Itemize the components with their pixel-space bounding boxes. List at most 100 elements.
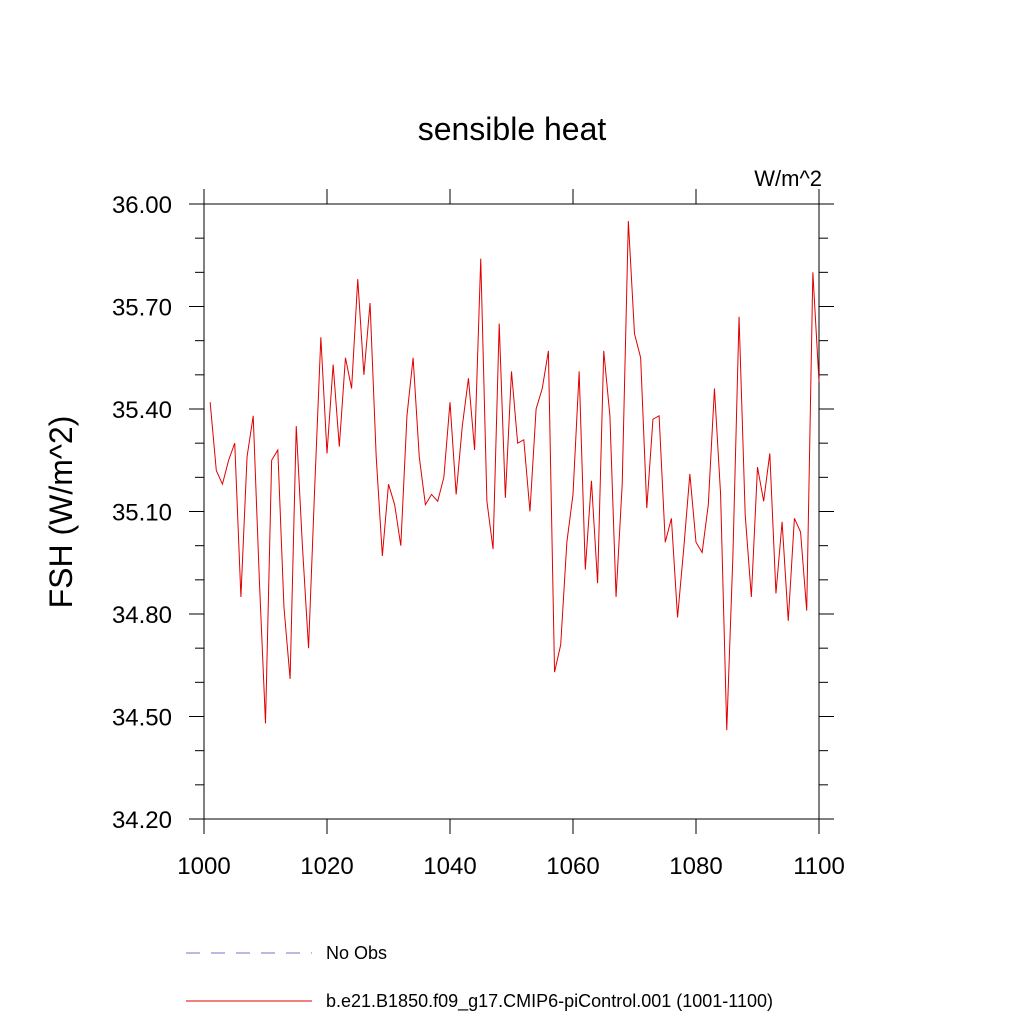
data-point xyxy=(597,583,598,584)
data-point xyxy=(652,419,653,420)
data-point xyxy=(782,521,783,522)
data-point xyxy=(376,456,377,457)
data-point xyxy=(646,508,647,509)
data-point xyxy=(333,364,334,365)
y-tick-label: 34.20 xyxy=(112,807,172,834)
data-point xyxy=(714,388,715,389)
data-point xyxy=(696,542,697,543)
y-tick-label: 34.80 xyxy=(112,602,172,629)
data-point xyxy=(425,504,426,505)
data-point xyxy=(327,453,328,454)
y-tick-label: 35.70 xyxy=(112,295,172,322)
data-point xyxy=(450,402,451,403)
data-point xyxy=(739,316,740,317)
data-point xyxy=(505,497,506,498)
data-point xyxy=(437,501,438,502)
y-tick-label: 34.50 xyxy=(112,705,172,732)
data-point xyxy=(726,730,727,731)
data-point xyxy=(419,456,420,457)
data-point xyxy=(751,596,752,597)
series-line xyxy=(209,221,820,731)
data-point xyxy=(819,381,820,382)
x-tick-label: 1020 xyxy=(300,853,353,880)
y-tick-label: 35.40 xyxy=(112,397,172,424)
data-point xyxy=(757,467,758,468)
data-point xyxy=(345,357,346,358)
data-point xyxy=(775,593,776,594)
data-point xyxy=(456,494,457,495)
data-point xyxy=(573,494,574,495)
data-point xyxy=(370,303,371,304)
data-point xyxy=(794,518,795,519)
data-point xyxy=(529,511,530,512)
x-tick-label: 1000 xyxy=(177,853,230,880)
data-point xyxy=(585,569,586,570)
data-point xyxy=(493,549,494,550)
data-point xyxy=(382,555,383,556)
data-point xyxy=(677,617,678,618)
data-point xyxy=(499,323,500,324)
data-point xyxy=(271,460,272,461)
x-axis-ticks: 1000 1020 1040 1060 1080 1100 xyxy=(177,189,845,880)
data-point xyxy=(339,446,340,447)
data-point xyxy=(800,532,801,533)
data-point xyxy=(732,555,733,556)
data-point xyxy=(542,388,543,389)
data-point xyxy=(603,350,604,351)
legend-label-no-obs: No Obs xyxy=(326,943,387,963)
data-point xyxy=(443,477,444,478)
data-point xyxy=(210,402,211,403)
data-point xyxy=(486,501,487,502)
data-point xyxy=(812,272,813,273)
data-point xyxy=(523,439,524,440)
data-point xyxy=(259,579,260,580)
data-point xyxy=(290,678,291,679)
data-point xyxy=(788,620,789,621)
legend: No Obs b.e21.B1850.f09_g17.CMIP6-piContr… xyxy=(186,943,773,1012)
series-layer xyxy=(209,221,820,731)
data-point xyxy=(394,504,395,505)
x-tick-label: 1080 xyxy=(669,853,722,880)
data-point xyxy=(689,473,690,474)
data-point xyxy=(363,374,364,375)
data-point xyxy=(480,258,481,259)
y-tick-label: 36.00 xyxy=(112,192,172,219)
x-tick-label: 1100 xyxy=(793,853,845,880)
x-tick-label: 1060 xyxy=(546,853,599,880)
data-point xyxy=(474,450,475,451)
data-point xyxy=(277,450,278,451)
data-point xyxy=(296,426,297,427)
data-point xyxy=(628,221,629,222)
data-point xyxy=(228,460,229,461)
data-point xyxy=(560,644,561,645)
data-point xyxy=(683,549,684,550)
units-label: W/m^2 xyxy=(754,166,822,191)
data-point xyxy=(314,487,315,488)
data-point xyxy=(400,545,401,546)
data-point xyxy=(554,672,555,673)
data-point xyxy=(357,279,358,280)
data-point xyxy=(708,504,709,505)
data-point xyxy=(536,409,537,410)
data-point xyxy=(566,542,567,543)
data-point xyxy=(511,371,512,372)
data-point xyxy=(406,415,407,416)
data-point xyxy=(763,501,764,502)
data-point xyxy=(283,607,284,608)
data-point xyxy=(216,470,217,471)
data-point xyxy=(468,378,469,379)
data-point xyxy=(431,494,432,495)
data-point xyxy=(616,596,617,597)
legend-label-picontrol: b.e21.B1850.f09_g17.CMIP6-piControl.001 … xyxy=(326,991,773,1012)
data-point xyxy=(413,357,414,358)
data-point xyxy=(517,443,518,444)
plot-frame xyxy=(189,189,834,834)
data-point xyxy=(308,648,309,649)
data-point xyxy=(253,415,254,416)
data-point xyxy=(720,494,721,495)
y-axis-label: FSH (W/m^2) xyxy=(43,416,79,609)
data-point xyxy=(622,484,623,485)
data-point xyxy=(222,484,223,485)
data-point xyxy=(806,610,807,611)
data-point xyxy=(240,596,241,597)
